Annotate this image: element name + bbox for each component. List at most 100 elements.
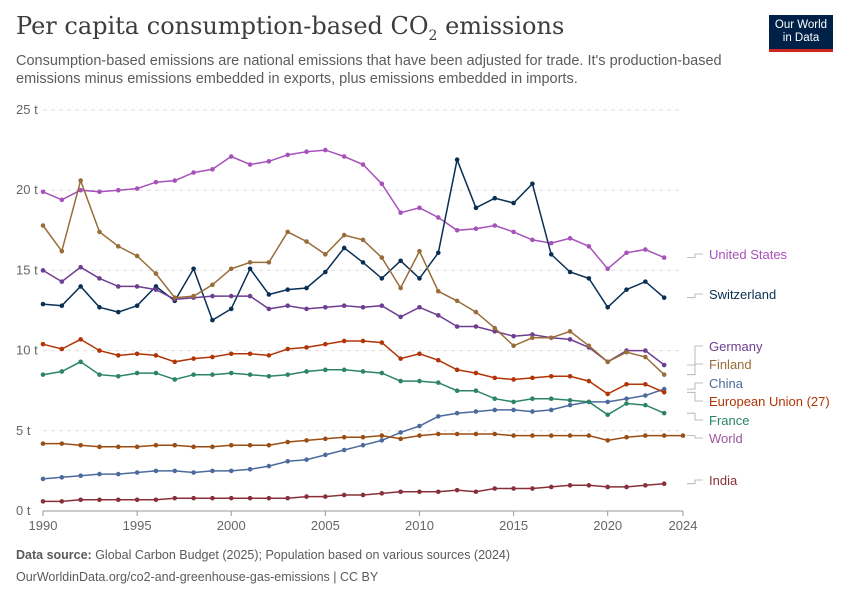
data-point [247, 351, 253, 357]
data-point [134, 186, 140, 191]
data-point [417, 304, 422, 310]
data-point [59, 197, 65, 203]
data-point [661, 255, 667, 260]
series-line [43, 482, 665, 503]
data-point [153, 271, 159, 276]
label-connector [687, 253, 703, 259]
data-point [266, 353, 272, 358]
data-point [153, 353, 159, 358]
data-point [661, 481, 667, 487]
data-point [548, 240, 554, 246]
data-point [417, 378, 422, 384]
data-point [473, 388, 479, 394]
data-point [78, 359, 83, 365]
data-point [624, 396, 629, 402]
data-point [172, 359, 178, 365]
data-point [398, 314, 403, 320]
data-point [172, 377, 178, 382]
data-point [454, 388, 460, 394]
series-line [42, 338, 665, 395]
data-point [661, 390, 667, 395]
data-point [586, 433, 592, 438]
data-point [530, 486, 535, 491]
data-point [40, 341, 46, 347]
data-point [341, 338, 347, 344]
data-point [454, 324, 460, 329]
data-point [511, 399, 516, 405]
data-point [530, 396, 535, 402]
data-point [605, 484, 611, 490]
logo-line-1: Our World [774, 19, 828, 31]
data-point [398, 210, 403, 215]
data-point [605, 399, 611, 405]
series-label: Switzerland [709, 287, 776, 302]
data-point [172, 442, 178, 448]
data-point [548, 335, 554, 341]
series-label: United States [709, 247, 788, 262]
data-point [97, 471, 102, 477]
data-point [78, 497, 83, 503]
data-point [379, 181, 385, 187]
data-point [266, 306, 272, 312]
data-point [59, 303, 65, 308]
data-point [304, 345, 309, 350]
data-point [454, 228, 460, 233]
data-point [643, 354, 648, 360]
data-point [341, 303, 347, 308]
owid-logo[interactable]: Our World in Data [769, 15, 833, 52]
data-point [97, 304, 102, 310]
series-label: China [709, 376, 744, 391]
data-point [228, 293, 234, 299]
data-point [492, 223, 498, 228]
chart-title: Per capita consumption-based CO2 emissio… [16, 12, 565, 44]
x-tick-label: 1990 [29, 518, 58, 533]
data-point [605, 304, 611, 310]
data-point [360, 338, 366, 344]
label-connector [687, 363, 703, 376]
data-point [247, 442, 253, 448]
data-point [530, 433, 535, 438]
series-label: World [709, 431, 743, 446]
data-point [435, 215, 441, 220]
data-point [115, 444, 121, 450]
data-point [285, 346, 291, 352]
data-point [304, 285, 309, 291]
logo-line-2: in Data [782, 31, 820, 44]
data-point [115, 353, 121, 358]
data-point [266, 260, 272, 265]
data-point [97, 348, 102, 353]
data-point [304, 457, 309, 462]
data-point [210, 468, 215, 474]
data-point [548, 396, 554, 402]
series-label: European Union (27) [709, 394, 830, 409]
data-point [567, 337, 573, 342]
data-point [172, 178, 178, 183]
label-connector [687, 382, 703, 390]
data-point [417, 423, 422, 429]
data-point [567, 402, 573, 408]
data-point [247, 260, 253, 265]
data-point [417, 351, 422, 357]
data-point [266, 159, 272, 164]
data-point [285, 458, 291, 464]
data-point [643, 483, 648, 488]
data-point [398, 489, 403, 495]
data-point [285, 303, 291, 308]
data-point [59, 248, 65, 254]
y-tick-label: 10 t [16, 343, 38, 358]
data-source: Data source: Global Carbon Budget (2025)… [16, 548, 510, 562]
data-point [40, 301, 46, 307]
data-point [605, 391, 611, 397]
data-point [40, 476, 46, 482]
data-point [153, 287, 159, 292]
chart-subtitle: Consumption-based emissions are national… [16, 53, 722, 87]
x-tick-label: 1995 [123, 518, 152, 533]
data-point [511, 333, 516, 339]
data-point [285, 229, 291, 235]
data-point [379, 255, 385, 260]
source-url[interactable]: OurWorldinData.org/co2-and-greenhouse-ga… [16, 570, 379, 584]
data-point [97, 497, 102, 503]
data-point [435, 288, 441, 294]
data-point [134, 470, 140, 475]
data-point [511, 486, 516, 491]
